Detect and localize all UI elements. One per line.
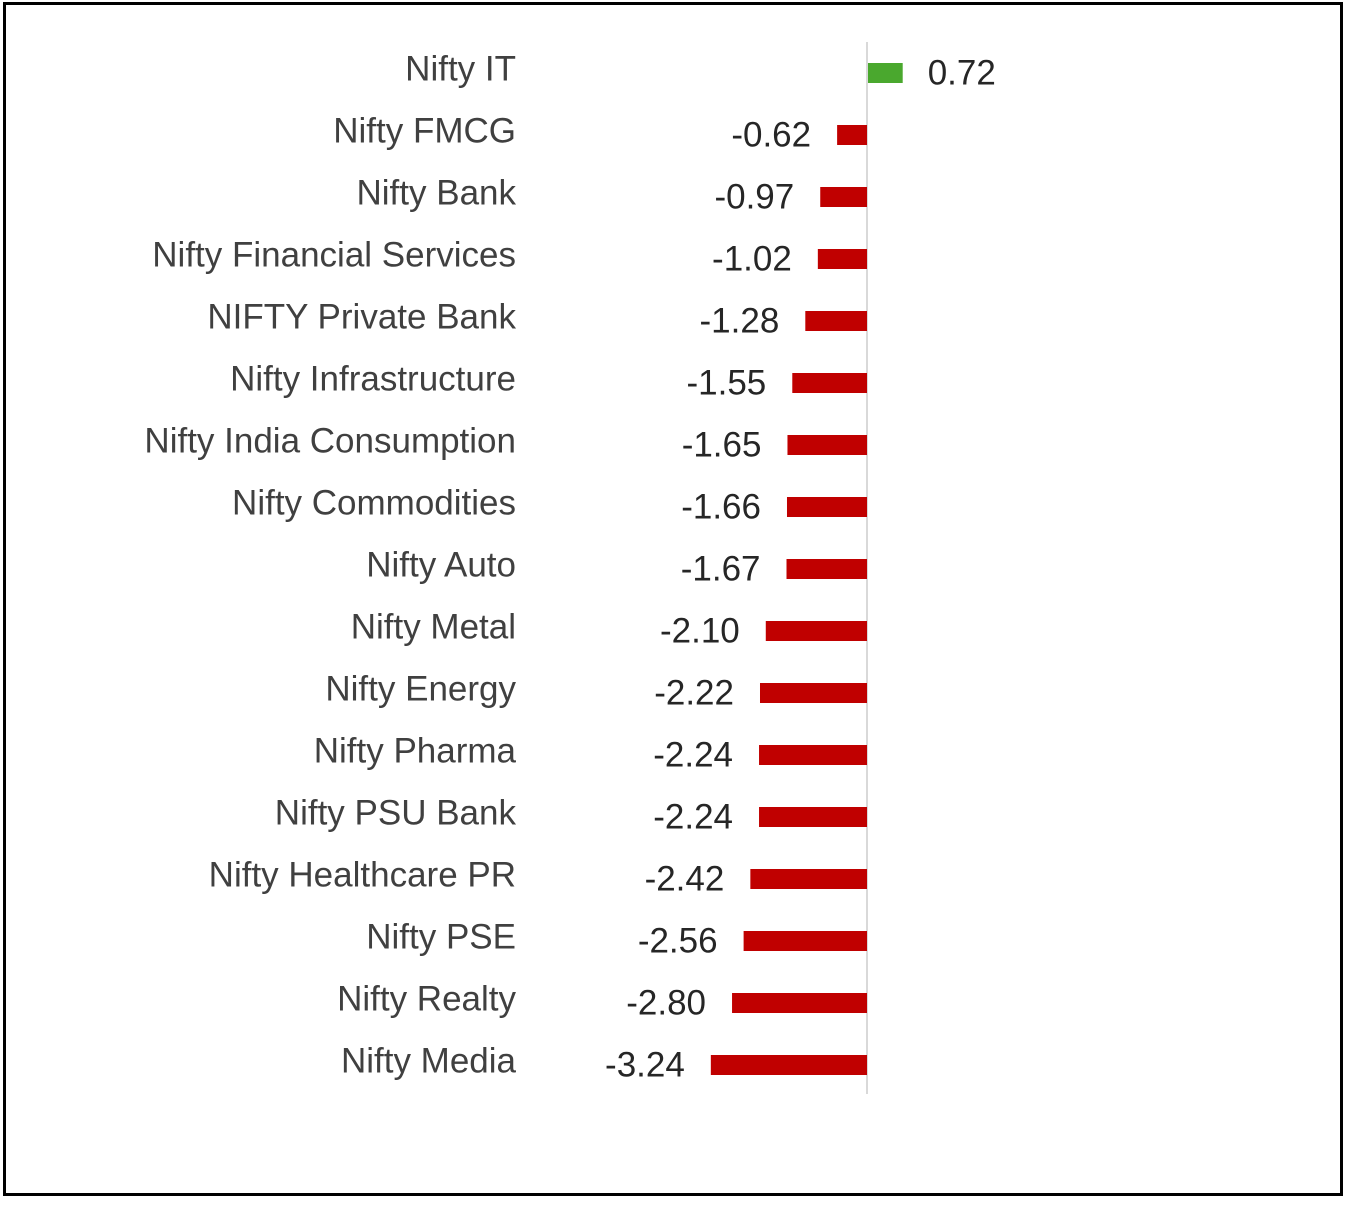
bar-negative xyxy=(817,249,867,269)
category-label: Nifty Media xyxy=(341,1041,517,1080)
category-label: Nifty Metal xyxy=(351,607,516,646)
bar-negative xyxy=(837,125,867,145)
data-label: -2.22 xyxy=(654,673,734,712)
data-label: -1.67 xyxy=(681,549,761,588)
data-label: -2.24 xyxy=(653,735,733,774)
bar-negative xyxy=(787,435,867,455)
data-label: 0.72 xyxy=(928,53,996,92)
bar-negative xyxy=(792,373,867,393)
data-label: -2.42 xyxy=(645,859,725,898)
data-label: -2.56 xyxy=(638,921,718,960)
category-label: Nifty Infrastructure xyxy=(230,359,516,398)
data-label: -2.10 xyxy=(660,611,740,650)
category-label: Nifty India Consumption xyxy=(144,421,516,460)
data-label: -2.80 xyxy=(626,983,706,1022)
category-label: Nifty Pharma xyxy=(314,731,517,770)
bar-negative xyxy=(743,931,867,951)
bar-negative xyxy=(732,993,867,1013)
category-label: Nifty Financial Services xyxy=(152,235,516,274)
bar-negative xyxy=(759,683,867,703)
category-label: Nifty Energy xyxy=(325,669,516,708)
bar-positive xyxy=(868,63,903,83)
category-label: Nifty Bank xyxy=(357,173,517,212)
chart-frame xyxy=(3,2,1343,1196)
category-label: Nifty Realty xyxy=(337,979,516,1018)
bar-negative xyxy=(786,559,867,579)
bar-negative xyxy=(805,311,867,331)
bar-negative xyxy=(765,621,867,641)
bar-negative xyxy=(750,869,867,889)
data-label: -1.65 xyxy=(682,425,762,464)
data-label: -1.28 xyxy=(700,301,780,340)
bar-negative xyxy=(786,497,867,517)
category-label: Nifty FMCG xyxy=(333,111,516,150)
category-label: NIFTY Private Bank xyxy=(207,297,516,336)
category-label: Nifty Healthcare PR xyxy=(209,855,516,894)
bar-negative xyxy=(759,745,867,765)
bar-negative xyxy=(759,807,867,827)
category-label: Nifty PSU Bank xyxy=(275,793,517,832)
data-label: -1.66 xyxy=(681,487,761,526)
data-label: -1.55 xyxy=(687,363,767,402)
category-label: Nifty IT xyxy=(405,49,516,88)
data-label: -1.02 xyxy=(712,239,792,278)
data-label: -0.62 xyxy=(731,115,811,154)
bar-negative xyxy=(710,1055,867,1075)
bar-negative xyxy=(820,187,867,207)
data-label: -2.24 xyxy=(653,797,733,836)
data-label: -3.24 xyxy=(605,1045,685,1084)
data-label: -0.97 xyxy=(714,177,794,216)
category-label: Nifty Auto xyxy=(366,545,516,584)
category-label: Nifty PSE xyxy=(366,917,516,956)
category-label: Nifty Commodities xyxy=(232,483,516,522)
